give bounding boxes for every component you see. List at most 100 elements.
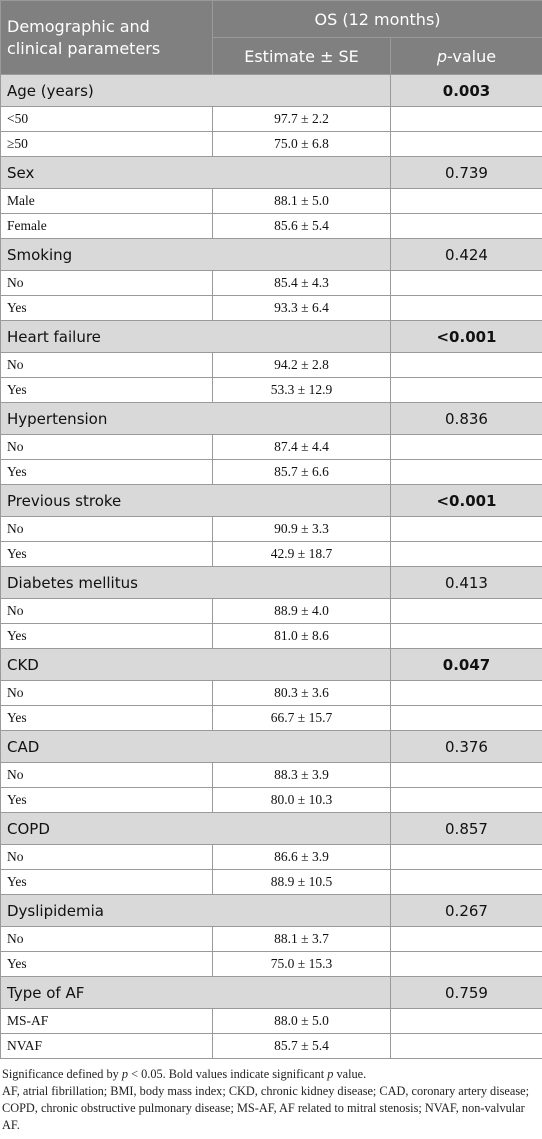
subgroup-row: MS-AF 88.0 ± 5.0 <box>0 1008 542 1034</box>
estimate: 93.3 ± 6.4 <box>212 295 391 321</box>
subgroup-label: No <box>0 598 213 624</box>
subgroup-row: No 86.6 ± 3.9 <box>0 844 542 870</box>
estimate: 88.1 ± 5.0 <box>212 188 391 214</box>
group-p-value: 0.857 <box>390 812 542 845</box>
subgroup-label: Yes <box>0 869 213 895</box>
note-part: Significance defined by <box>2 1067 122 1081</box>
estimate: 53.3 ± 12.9 <box>212 377 391 403</box>
abbreviation-note: AF, atrial fibrillation; BMI, body mass … <box>2 1084 529 1132</box>
subgroup-label: No <box>0 680 213 706</box>
group-row: Smoking 0.424 <box>0 238 542 271</box>
subgroup-label: Yes <box>0 377 213 403</box>
group-p-value: <0.001 <box>390 320 542 353</box>
empty-cell <box>390 295 542 321</box>
estimate: 88.0 ± 5.0 <box>212 1008 391 1034</box>
subgroup-label: Male <box>0 188 213 214</box>
group-p-value: 0.759 <box>390 976 542 1009</box>
group-label: Heart failure <box>0 320 391 353</box>
group-p-value: 0.267 <box>390 894 542 927</box>
estimate: 80.0 ± 10.3 <box>212 787 391 813</box>
empty-cell <box>390 131 542 157</box>
subgroup-label: Yes <box>0 459 213 485</box>
subgroup-label: No <box>0 762 213 788</box>
group-label: Previous stroke <box>0 484 391 517</box>
empty-cell <box>390 434 542 460</box>
estimate: 97.7 ± 2.2 <box>212 106 391 132</box>
group-row: Heart failure <0.001 <box>0 320 542 353</box>
subgroup-label: ≥50 <box>0 131 213 157</box>
note-part: value. <box>333 1067 367 1081</box>
subgroup-row: No 88.3 ± 3.9 <box>0 762 542 788</box>
subgroup-row: Yes 42.9 ± 18.7 <box>0 541 542 567</box>
subgroup-label: No <box>0 270 213 296</box>
subgroup-label: <50 <box>0 106 213 132</box>
estimate: 66.7 ± 15.7 <box>212 705 391 731</box>
subgroup-label: NVAF <box>0 1033 213 1059</box>
subgroup-label: No <box>0 352 213 378</box>
p-italic: p <box>436 46 448 66</box>
empty-cell <box>390 762 542 788</box>
estimate: 88.9 ± 4.0 <box>212 598 391 624</box>
results-table: Demographic and clinical parameters OS (… <box>0 0 542 1059</box>
group-row: Diabetes mellitus 0.413 <box>0 566 542 599</box>
estimate: 85.7 ± 6.6 <box>212 459 391 485</box>
group-p-value: 0.003 <box>390 74 542 107</box>
empty-cell <box>390 106 542 132</box>
subgroup-row: No 90.9 ± 3.3 <box>0 516 542 542</box>
group-label: CAD <box>0 730 391 763</box>
group-label: CKD <box>0 648 391 681</box>
note-part: p <box>121 1067 129 1081</box>
group-row: CAD 0.376 <box>0 730 542 763</box>
subgroup-label: Female <box>0 213 213 239</box>
empty-cell <box>390 680 542 706</box>
group-label: Dyslipidemia <box>0 894 391 927</box>
estimate: 86.6 ± 3.9 <box>212 844 391 870</box>
estimate: 87.4 ± 4.4 <box>212 434 391 460</box>
note-part: p <box>327 1067 334 1081</box>
empty-cell <box>390 1033 542 1059</box>
subgroup-row: Yes 53.3 ± 12.9 <box>0 377 542 403</box>
footnotes: Significance defined by p < 0.05. Bold v… <box>0 1059 542 1134</box>
subgroup-row: No 87.4 ± 4.4 <box>0 434 542 460</box>
subgroup-row: Male 88.1 ± 5.0 <box>0 188 542 214</box>
empty-cell <box>390 213 542 239</box>
group-label: Age (years) <box>0 74 391 107</box>
group-label: Sex <box>0 156 391 189</box>
group-p-value: <0.001 <box>390 484 542 517</box>
estimate: 80.3 ± 3.6 <box>212 680 391 706</box>
group-label: Diabetes mellitus <box>0 566 391 599</box>
header-parameters: Demographic and clinical parameters <box>0 0 213 75</box>
empty-cell <box>390 869 542 895</box>
group-row: CKD 0.047 <box>0 648 542 681</box>
group-row: COPD 0.857 <box>0 812 542 845</box>
group-row: Hypertension 0.836 <box>0 402 542 435</box>
empty-cell <box>390 844 542 870</box>
estimate: 81.0 ± 8.6 <box>212 623 391 649</box>
empty-cell <box>390 459 542 485</box>
estimate: 90.9 ± 3.3 <box>212 516 391 542</box>
subgroup-label: Yes <box>0 623 213 649</box>
group-row: Dyslipidemia 0.267 <box>0 894 542 927</box>
subgroup-row: Yes 88.9 ± 10.5 <box>0 869 542 895</box>
empty-cell <box>390 541 542 567</box>
estimate: 42.9 ± 18.7 <box>212 541 391 567</box>
empty-cell <box>390 951 542 977</box>
subgroup-row: No 80.3 ± 3.6 <box>0 680 542 706</box>
empty-cell <box>390 516 542 542</box>
subgroup-row: ≥50 75.0 ± 6.8 <box>0 131 542 157</box>
group-row: Type of AF 0.759 <box>0 976 542 1009</box>
subgroup-row: Female 85.6 ± 5.4 <box>0 213 542 239</box>
subgroup-label: MS-AF <box>0 1008 213 1034</box>
estimate: 85.6 ± 5.4 <box>212 213 391 239</box>
group-label: Smoking <box>0 238 391 271</box>
subgroup-row: NVAF 85.7 ± 5.4 <box>0 1033 542 1059</box>
estimate: 85.4 ± 4.3 <box>212 270 391 296</box>
empty-cell <box>390 1008 542 1034</box>
subgroup-row: Yes 75.0 ± 15.3 <box>0 951 542 977</box>
empty-cell <box>390 926 542 952</box>
empty-cell <box>390 188 542 214</box>
header-p-value: p-value <box>390 37 542 75</box>
group-p-value: 0.836 <box>390 402 542 435</box>
empty-cell <box>390 270 542 296</box>
group-row: Previous stroke <0.001 <box>0 484 542 517</box>
